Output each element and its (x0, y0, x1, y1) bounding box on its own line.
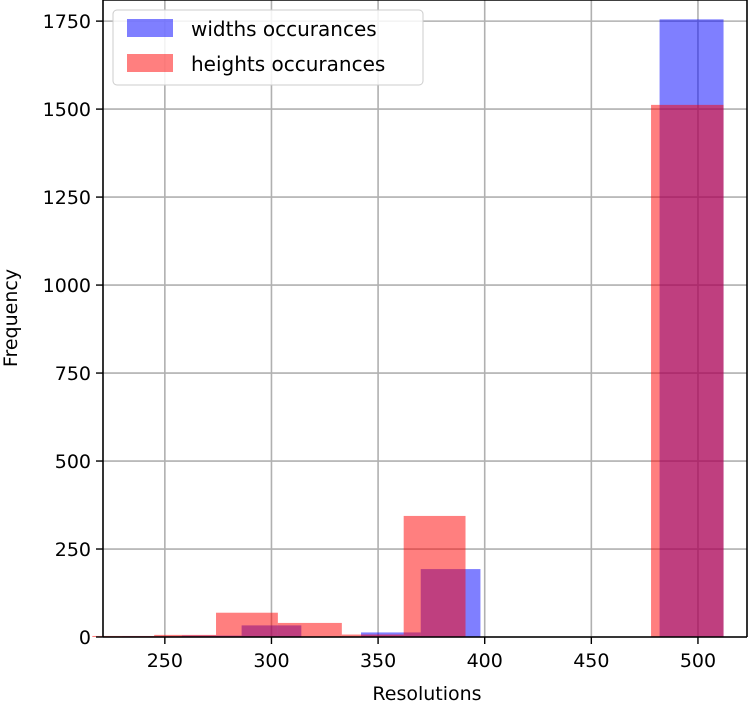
bar-heights-1 (154, 634, 217, 637)
y-tick-label: 1250 (43, 187, 91, 209)
y-tick-label: 750 (55, 363, 91, 385)
bar-heights-3 (277, 622, 342, 637)
legend: widths occurances heights occurances (112, 9, 424, 86)
x-tick-label: 450 (573, 650, 609, 672)
x-tick-label: 350 (360, 650, 396, 672)
legend-label-widths: widths occurances (191, 17, 377, 41)
y-tick-label: 500 (55, 451, 91, 473)
legend-frame (112, 9, 424, 86)
y-tick-label: 1500 (43, 99, 91, 121)
x-tick-label: 250 (147, 650, 183, 672)
legend-label-heights: heights occurances (191, 52, 385, 76)
bar-heights-2 (216, 612, 278, 637)
x-axis-label: Resolutions (372, 683, 481, 705)
tick-labels: 250 300 350 400 450 500 0 250 500 750 1000 1250 1500… (43, 11, 716, 672)
y-tick-label: 1000 (43, 275, 91, 297)
y-tick-label: 250 (55, 539, 91, 561)
y-tick-label: 0 (79, 627, 91, 649)
x-tick-label: 500 (680, 650, 716, 672)
x-tick-label: 300 (253, 650, 289, 672)
y-tick-label: 1750 (43, 11, 91, 33)
x-tick-label: 400 (467, 650, 503, 672)
bars (92, 19, 724, 638)
legend-swatch-heights (127, 54, 173, 72)
legend-swatch-widths (127, 19, 173, 37)
bar-heights-4 (341, 634, 404, 637)
y-axis-label: Frequency (0, 269, 22, 367)
bar-heights-9 (651, 104, 724, 638)
axes (102, 0, 748, 638)
bar-heights-5 (403, 515, 466, 637)
